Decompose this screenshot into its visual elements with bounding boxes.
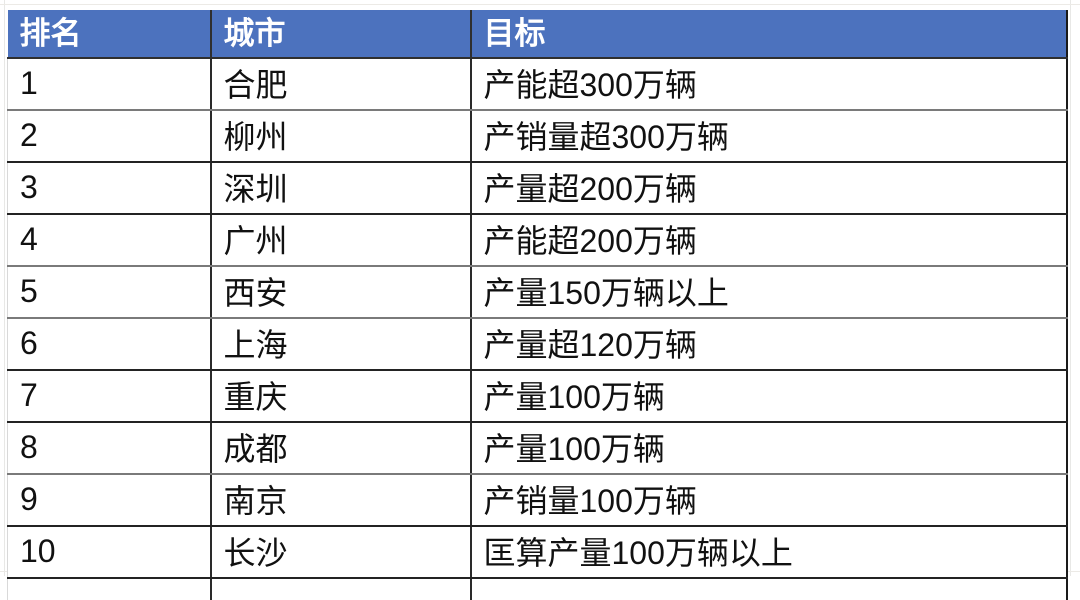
cell-rank-empty xyxy=(7,578,212,600)
cell-goal-empty xyxy=(470,578,1068,600)
cell-city: 重庆 xyxy=(210,370,472,423)
column-header-goal[interactable]: 目标 xyxy=(470,10,1068,59)
cell-goal: 产量100万辆 xyxy=(470,370,1068,423)
column-header-city[interactable]: 城市 xyxy=(210,10,472,59)
cell-rank: 2 xyxy=(7,110,212,163)
cell-city: 南京 xyxy=(210,474,472,527)
cell-goal: 产能超300万辆 xyxy=(470,58,1068,111)
table-row[interactable]: 3 深圳 产量超200万辆 xyxy=(7,162,1068,215)
cell-city: 合肥 xyxy=(210,58,472,111)
cell-goal: 匡算产量100万辆以上 xyxy=(470,526,1068,579)
table-row[interactable]: 5 西安 产量150万辆以上 xyxy=(7,266,1068,319)
cell-rank: 9 xyxy=(7,474,212,527)
cell-rank: 1 xyxy=(7,58,212,111)
cell-goal: 产量100万辆 xyxy=(470,422,1068,475)
table-row[interactable]: 2 柳州 产销量超300万辆 xyxy=(7,110,1068,163)
cell-city: 西安 xyxy=(210,266,472,319)
cell-goal: 产销量超300万辆 xyxy=(470,110,1068,163)
cell-rank: 4 xyxy=(7,214,212,267)
cell-city: 广州 xyxy=(210,214,472,267)
ranking-table-container: 排名 城市 目标 1 合肥 产能超300万辆 2 柳州 产销量超300万辆 3 xyxy=(7,10,1068,600)
cell-city: 长沙 xyxy=(210,526,472,579)
table-row[interactable]: 7 重庆 产量100万辆 xyxy=(7,370,1068,423)
cell-goal: 产销量100万辆 xyxy=(470,474,1068,527)
city-ev-target-table: 排名 城市 目标 1 合肥 产能超300万辆 2 柳州 产销量超300万辆 3 xyxy=(7,10,1068,600)
cell-goal: 产量超200万辆 xyxy=(470,162,1068,215)
cell-goal: 产量超120万辆 xyxy=(470,318,1068,371)
cell-city: 深圳 xyxy=(210,162,472,215)
cell-goal: 产量150万辆以上 xyxy=(470,266,1068,319)
cell-rank: 8 xyxy=(7,422,212,475)
cell-rank: 6 xyxy=(7,318,212,371)
table-row[interactable]: 1 合肥 产能超300万辆 xyxy=(7,58,1068,111)
cell-city: 上海 xyxy=(210,318,472,371)
cell-goal: 产能超200万辆 xyxy=(470,214,1068,267)
table-header: 排名 城市 目标 xyxy=(7,10,1068,59)
column-header-rank[interactable]: 排名 xyxy=(7,10,212,59)
table-row[interactable]: 6 上海 产量超120万辆 xyxy=(7,318,1068,371)
table-row[interactable]: 9 南京 产销量100万辆 xyxy=(7,474,1068,527)
cell-city-empty xyxy=(210,578,472,600)
table-header-row: 排名 城市 目标 xyxy=(7,10,1068,59)
cell-city: 柳州 xyxy=(210,110,472,163)
table-row[interactable]: 8 成都 产量100万辆 xyxy=(7,422,1068,475)
table-row-partial[interactable] xyxy=(7,578,1068,600)
table-row[interactable]: 10 长沙 匡算产量100万辆以上 xyxy=(7,526,1068,579)
cell-rank: 7 xyxy=(7,370,212,423)
table-row[interactable]: 4 广州 产能超200万辆 xyxy=(7,214,1068,267)
table-body: 1 合肥 产能超300万辆 2 柳州 产销量超300万辆 3 深圳 产量超200… xyxy=(7,58,1068,600)
cell-rank: 10 xyxy=(7,526,212,579)
cell-city: 成都 xyxy=(210,422,472,475)
cell-rank: 5 xyxy=(7,266,212,319)
cell-rank: 3 xyxy=(7,162,212,215)
